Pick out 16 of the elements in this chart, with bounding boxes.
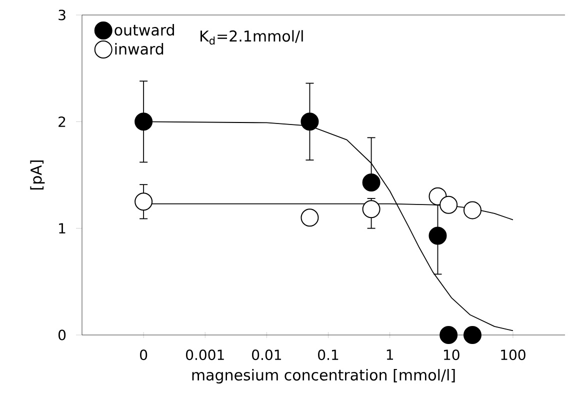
x-tick-label: 100 (501, 350, 526, 360)
x-tick-label: 0 (140, 350, 148, 360)
y-axis-title: [pA] (30, 160, 45, 190)
x-tick-label: 10 (444, 350, 460, 360)
y-tick-label: 2 (58, 116, 66, 127)
x-tick-label: 0.1 (318, 350, 338, 360)
y-tick-label: 0 (58, 330, 66, 340)
y-tick-label: 3 (58, 10, 66, 20)
y-tick-label: 1 (59, 223, 66, 234)
annotation: K$_{d}$=2.1mmol/l (200, 30, 303, 45)
legend-label: outward (114, 24, 174, 36)
x-tick-label: 1 (386, 350, 394, 360)
x-tick-label: 0.001 (186, 350, 224, 360)
x-axis-title: magnesium concentration [mmol/l] (192, 368, 455, 384)
legend-label: inward (115, 43, 164, 55)
x-tick-label: 0.01 (252, 350, 281, 360)
